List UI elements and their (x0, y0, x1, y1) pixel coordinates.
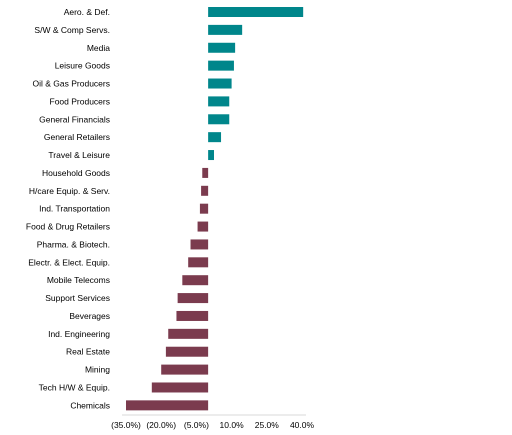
x-tick-label: (20.0%) (146, 420, 176, 430)
category-label-general-financials: General Financials (39, 114, 110, 124)
bar-electr-elect-equip (188, 257, 209, 268)
x-tick-label: (5.0%) (184, 420, 209, 430)
bar-support-services (177, 293, 209, 304)
category-label-aero-def: Aero. & Def. (64, 7, 110, 17)
bar-general-retailers (208, 132, 222, 143)
bar-general-financials (208, 114, 230, 125)
x-tick-label: 25.0% (255, 420, 280, 430)
x-tick-label: (35.0%) (111, 420, 141, 430)
category-label-food-drug-retailers: Food & Drug Retailers (26, 222, 110, 232)
bar-mobile-telecoms (182, 275, 209, 286)
bar-chemicals (126, 400, 209, 411)
bar-aero-def (208, 7, 304, 17)
bar-beverages (176, 310, 209, 321)
category-label-s-w-comp-servs: S/W & Comp Servs. (34, 25, 110, 35)
category-label-media: Media (87, 43, 110, 53)
bar-food-drug-retailers (197, 221, 209, 232)
bar-food-producers (208, 96, 230, 107)
bar-media (208, 42, 236, 53)
category-label-household-goods: Household Goods (42, 168, 110, 178)
category-label-travel-leisure: Travel & Leisure (48, 150, 110, 160)
category-labels-group: Aero. & Def. S/W & Comp Servs. Media Leisur… (26, 7, 110, 410)
bars-group (126, 7, 304, 411)
bar-oil-gas-producers (208, 78, 232, 89)
bar-tech-h-w-equip (151, 382, 209, 393)
category-label-electr-elect-equip: Electr. & Elect. Equip. (28, 257, 110, 267)
bar-mining (161, 364, 209, 375)
bar-household-goods (202, 167, 209, 178)
category-label-ind-transportation: Ind. Transportation (39, 204, 110, 214)
category-label-general-retailers: General Retailers (44, 132, 110, 142)
category-label-chemicals: Chemicals (70, 400, 110, 410)
category-label-pharma-biotech: Pharma. & Biotech. (37, 239, 110, 249)
x-tick-label: 10.0% (220, 420, 245, 430)
x-tick-labels-group: (35.0%) (20.0%) (5.0%) 10.0% 25.0% 40.0% (111, 420, 314, 430)
category-label-beverages: Beverages (69, 311, 110, 321)
bar-ind-transportation (199, 203, 209, 214)
category-label-tech-h-w-equip: Tech H/W & Equip. (39, 382, 110, 392)
bar-h-care-equip-serv (201, 185, 209, 196)
x-tick-label: 40.0% (290, 420, 315, 430)
bar-leisure-goods (208, 60, 234, 71)
category-label-real-estate: Real Estate (66, 347, 110, 357)
bar-pharma-biotech (190, 239, 209, 250)
bar-ind-engineering (168, 328, 209, 339)
category-label-food-producers: Food Producers (50, 96, 110, 106)
category-label-mining: Mining (85, 365, 110, 375)
category-label-leisure-goods: Leisure Goods (55, 61, 110, 71)
category-label-mobile-telecoms: Mobile Telecoms (47, 275, 110, 285)
bar-travel-leisure (208, 150, 214, 161)
category-label-h-care-equip-serv: H/care Equip. & Serv. (29, 186, 110, 196)
bar-s-w-comp-servs (208, 24, 243, 35)
category-label-oil-gas-producers: Oil & Gas Producers (33, 79, 110, 89)
category-label-support-services: Support Services (45, 293, 110, 303)
category-label-ind-engineering: Ind. Engineering (48, 329, 110, 339)
bar-real-estate (165, 346, 209, 357)
